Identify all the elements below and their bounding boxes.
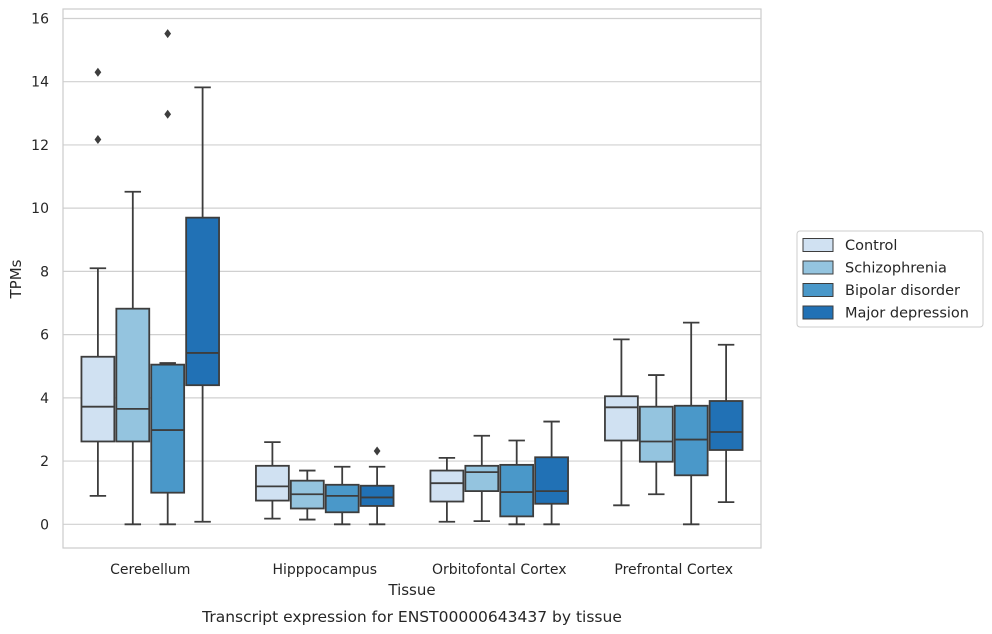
legend-label: Bipolar disorder xyxy=(845,283,960,299)
legend-label: Major depression xyxy=(845,306,969,322)
outlier-point xyxy=(164,109,172,119)
x-tick-labels: Cerebellum Hipppocampus Orbitofontal Corte… xyxy=(110,562,733,578)
box-major-depression xyxy=(185,86,220,523)
y-tick-labels: 0 2 4 6 8 10 12 14 16 xyxy=(31,11,49,533)
y-tick-label: 14 xyxy=(31,75,49,91)
legend-swatch xyxy=(802,238,834,252)
box-body xyxy=(464,464,500,492)
legend-swatch xyxy=(802,260,834,275)
legend-items: Control Schizophrenia Bipolar disorder Majo… xyxy=(802,238,969,322)
y-tick-label: 16 xyxy=(31,11,49,27)
box-body xyxy=(255,464,290,502)
box-body xyxy=(185,216,220,387)
outlier-point xyxy=(164,29,172,39)
box-control xyxy=(604,338,639,507)
legend-label: Schizophrenia xyxy=(845,261,947,277)
outlier-point xyxy=(373,446,381,456)
legend-frame xyxy=(796,230,984,328)
chart-caption: Transcript expression for ENST0000064343… xyxy=(201,608,622,626)
outlier-point xyxy=(94,67,102,77)
box-control xyxy=(429,457,465,523)
box-body xyxy=(359,484,395,507)
box-body xyxy=(499,463,535,518)
x-tick-label: Orbitofontal Cortex xyxy=(432,562,567,578)
y-tick-label: 6 xyxy=(40,328,49,344)
plot-frame xyxy=(62,8,762,549)
box-schizophrenia xyxy=(638,374,674,496)
y-axis-title: TPMs xyxy=(7,259,25,299)
y-tick-label: 8 xyxy=(40,264,49,280)
x-tick-label: Prefrontal Cortex xyxy=(614,562,733,578)
boxes xyxy=(80,29,744,526)
box-control xyxy=(255,441,290,520)
y-tick-label: 2 xyxy=(40,454,49,470)
box-major-depression xyxy=(534,420,569,526)
y-tick-label: 10 xyxy=(31,201,49,217)
x-tick-label: Hipppocampus xyxy=(272,562,377,578)
box-bipolar-disorder xyxy=(324,465,360,526)
x-tick-label: Cerebellum xyxy=(110,562,190,578)
box-body xyxy=(534,456,569,505)
box-schizophrenia xyxy=(115,190,151,526)
legend-swatch xyxy=(802,283,834,297)
box-body xyxy=(115,307,151,443)
box-body xyxy=(150,363,186,494)
legend-swatch xyxy=(802,305,834,320)
box-body xyxy=(673,404,709,477)
legend-label: Control xyxy=(845,238,897,254)
box-body xyxy=(638,405,674,463)
y-tick-label: 4 xyxy=(40,391,49,407)
box-bipolar-disorder xyxy=(150,29,186,526)
box-bipolar-disorder xyxy=(499,439,535,526)
box-schizophrenia xyxy=(464,434,500,523)
outlier-point xyxy=(94,135,102,145)
box-body xyxy=(80,355,116,443)
box-body xyxy=(324,483,360,514)
x-axis-title: Tissue xyxy=(387,581,435,599)
box-major-depression xyxy=(359,446,395,526)
box-body xyxy=(708,400,744,451)
box-body xyxy=(429,469,465,503)
box-schizophrenia xyxy=(289,469,325,521)
y-tick-label: 12 xyxy=(31,138,49,154)
box-bipolar-disorder xyxy=(673,321,709,526)
legend: Control Schizophrenia Bipolar disorder Majo… xyxy=(796,230,984,328)
y-tick-label: 0 xyxy=(40,517,49,533)
box-major-depression xyxy=(708,343,744,504)
box-body xyxy=(604,395,639,442)
box-control xyxy=(80,67,116,497)
